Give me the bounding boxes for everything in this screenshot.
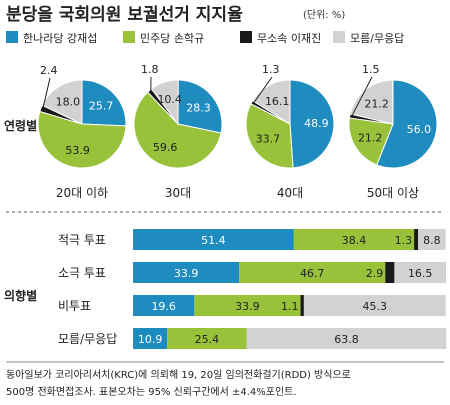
bar-row-1-label-cand1: 33.9 <box>174 267 199 280</box>
legend-swatch-cand2 <box>123 31 135 43</box>
pie-1-slice-cand1 <box>177 79 223 134</box>
bar-row-2-segment-cand3 <box>300 295 304 316</box>
legend-label-cand1: 한나라당 강재섭 <box>23 32 97 45</box>
source-note-line2: 500명 전화면접조사. 표본오차는 95% 신뢰구간에서 ±4.4%포인트. <box>6 386 297 398</box>
bar-row-2-label-undecided: 45.3 <box>363 300 388 313</box>
pie-3-label-cand2: 21.2 <box>358 131 383 144</box>
bar-row-1-segment-cand1 <box>133 262 240 283</box>
bar-row-0-label-cand2: 38.4 <box>342 234 367 247</box>
bar-row-1-label: 소극 투표 <box>58 266 106 280</box>
pie-3-label-cand3: 1.5 <box>362 63 380 76</box>
pie-1-label-undecided: 10.4 <box>157 93 182 106</box>
bar-row-3-label-undecided: 63.8 <box>334 333 359 346</box>
pie-3-leader-line <box>351 76 373 117</box>
legend: 한나라당 강재섭 민주당 손학규 무소속 이재진 모름/무응답 <box>6 31 404 45</box>
bar-row-3-label-cand1: 10.9 <box>138 333 163 346</box>
bar-row-2-label-cand2: 33.9 <box>235 300 260 313</box>
bar-row-1-segment-cand3 <box>385 262 395 283</box>
bar-row-0-label-cand1: 51.4 <box>201 234 226 247</box>
legend-label-cand3: 무소속 이재진 <box>257 32 321 45</box>
bar-row-2-segment-undecided <box>303 295 446 316</box>
bar-row-0-segment-cand2 <box>293 229 415 250</box>
bar-row-0-segment-undecided <box>418 229 446 250</box>
pie-0-slice-cand2 <box>37 110 127 169</box>
bar-row-2-label: 비투표 <box>58 299 91 313</box>
pie-group: 25.7 53.9 2.4 18.0 20대 이하 28.3 59.6 1.8 10.4 30대 4… <box>37 63 438 200</box>
pie-0-label-cand1: 25.7 <box>89 100 114 113</box>
bar-row-2-segment-cand2 <box>194 295 301 316</box>
bar-row-3-segment-cand2 <box>167 328 247 349</box>
bar-row-3-segment-undecided <box>246 328 447 349</box>
pie-2-label-cand2: 33.7 <box>256 133 281 146</box>
pie-1-category-label: 30대 <box>165 186 191 200</box>
bar-row-1-segment-cand2 <box>239 262 386 283</box>
bar-row-2-label-cand1: 19.6 <box>151 300 176 313</box>
bar-row-1-segment-undecided <box>394 262 446 283</box>
bar-row-0-label-cand3: 1.3 <box>395 234 413 247</box>
legend-swatch-cand3 <box>240 31 252 43</box>
bar-row-3-segment-cand1 <box>133 328 168 349</box>
pie-2-category-label: 40대 <box>277 186 303 200</box>
pie-0-label-cand3: 2.4 <box>40 64 58 77</box>
bar-row-0-label: 적극 투표 <box>58 233 106 247</box>
pie-0-slice-undecided <box>41 79 83 125</box>
pie-2-label-undecided: 16.1 <box>265 95 290 108</box>
legend-swatch-undecided <box>333 31 345 43</box>
pie-3-category-label: 50대 이상 <box>367 186 419 200</box>
bar-row-3-label-cand2: 25.4 <box>195 333 220 346</box>
pie-0-leader-line <box>42 77 51 110</box>
pie-1-slice-cand2 <box>133 91 222 169</box>
bar-row-0-label-undecided: 8.8 <box>423 234 441 247</box>
bar-row-3-label: 모름/무응답 <box>58 332 117 346</box>
bar-row-1-label-cand2: 46.7 <box>300 267 325 280</box>
bar-row-0-segment-cand3 <box>414 229 419 250</box>
legend-label-cand2: 민주당 손학규 <box>140 32 204 45</box>
pie-0-label-undecided: 18.0 <box>56 96 81 109</box>
pie-2-leader-line <box>253 76 273 104</box>
pie-0-slice-cand1 <box>81 79 127 127</box>
pie-3-label-undecided: 21.2 <box>364 97 389 110</box>
pie-3-slice-cand2 <box>348 117 394 166</box>
pie-1-label-cand1: 28.3 <box>186 101 211 114</box>
bar-row-2-label-cand3: 1.1 <box>281 300 299 313</box>
unit-note: (단위: %) <box>303 8 345 21</box>
pie-1-label-cand3: 1.8 <box>141 63 159 76</box>
bar-row-2-segment-cand1 <box>133 295 195 316</box>
pie-0-category-label: 20대 이하 <box>56 186 108 200</box>
ideology-section-label: 의향별 <box>4 288 37 303</box>
bar-group: 적극 투표 51.4 38.4 1.3 8.8 소극 투표 33.9 46.7 2.9 16.5 비… <box>58 229 447 349</box>
age-section-label: 연령별 <box>4 118 37 133</box>
source-note-line1: 동아일보가 코리아리서치(KRC)에 의뢰해 19, 20일 임의전화걸기(RD… <box>6 368 351 381</box>
bar-row-0-segment-cand1 <box>133 229 294 250</box>
pie-1-slice-undecided <box>150 79 179 126</box>
pie-0-label-cand2: 53.9 <box>65 144 90 157</box>
pie-3-slice-cand1 <box>376 79 438 169</box>
bar-row-1-label-cand3: 2.9 <box>366 267 384 280</box>
pie-2-label-cand1: 48.9 <box>304 117 329 130</box>
pie-2-slice-cand1 <box>289 79 335 169</box>
pie-1-label-cand2: 59.6 <box>153 141 178 154</box>
legend-swatch-cand1 <box>6 31 18 43</box>
pie-2-label-cand3: 1.3 <box>262 63 280 76</box>
legend-label-undecided: 모름/무응답 <box>350 32 404 45</box>
chart-title: 분당을 국회의원 보궐선거 지지율 <box>6 5 243 25</box>
bar-row-1-label-undecided: 16.5 <box>408 267 433 280</box>
pie-3-label-cand1: 56.0 <box>407 123 432 136</box>
